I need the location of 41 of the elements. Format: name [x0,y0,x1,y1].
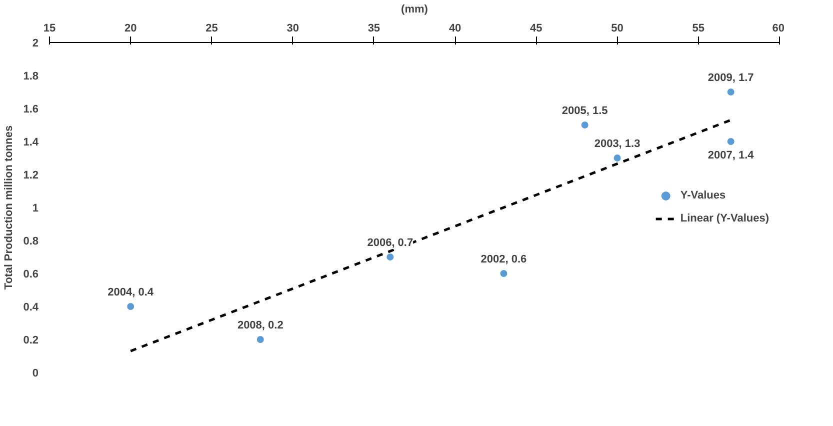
y-tick-label: 0.6 [23,268,39,280]
x-tick-label: 45 [530,22,542,34]
point [727,88,734,96]
annotation: 2006, 0.7 [367,237,414,249]
annotation: 2008, 0.2 [237,320,284,332]
y-tick-label: 1.4 [23,136,40,148]
annotation: 2007, 1.4 [708,150,755,162]
y-axis-title: Total Production million tonnes [3,125,16,290]
x-tick-label: 20 [124,22,137,34]
annotation: 2004, 0.4 [108,286,154,298]
y-tick-label: 1.2 [23,170,39,182]
x-tick-label: 30 [286,22,299,34]
x-tick-label: 40 [448,22,462,34]
point [500,270,508,277]
y-tick-label: 0 [32,368,39,380]
point [581,122,588,128]
point [386,254,394,260]
legend-label: Linear (Y-Values) [680,212,769,224]
x-tick-label: 50 [611,22,624,34]
y-tick-label: 2 [32,38,39,50]
x-tick-label: 55 [692,22,705,34]
x-axis-title: (mm) [401,4,428,16]
point [614,154,621,162]
y-tick-label: 0.2 [23,334,39,346]
annotation: 2003, 1.3 [594,138,640,150]
annotation: 2009, 1.7 [708,72,754,84]
y-tick-label: 1.6 [23,104,39,116]
legend-label: Y-Values [680,190,726,202]
x-tick-label: 15 [43,22,56,34]
annotation: 2005, 1.5 [562,105,608,117]
point [256,336,264,343]
x-tick-label: 35 [368,22,380,34]
point [127,303,134,310]
x-tick-label: 25 [206,22,218,34]
y-tick-label: 1 [32,202,39,214]
y-tick-label: 0.4 [23,302,40,314]
y-tick-label: 1.8 [23,70,39,82]
x-tick-label: 60 [772,22,785,34]
annotation: 2002, 0.6 [480,254,527,266]
y-tick-label: 0.8 [23,236,39,248]
point [727,138,734,145]
